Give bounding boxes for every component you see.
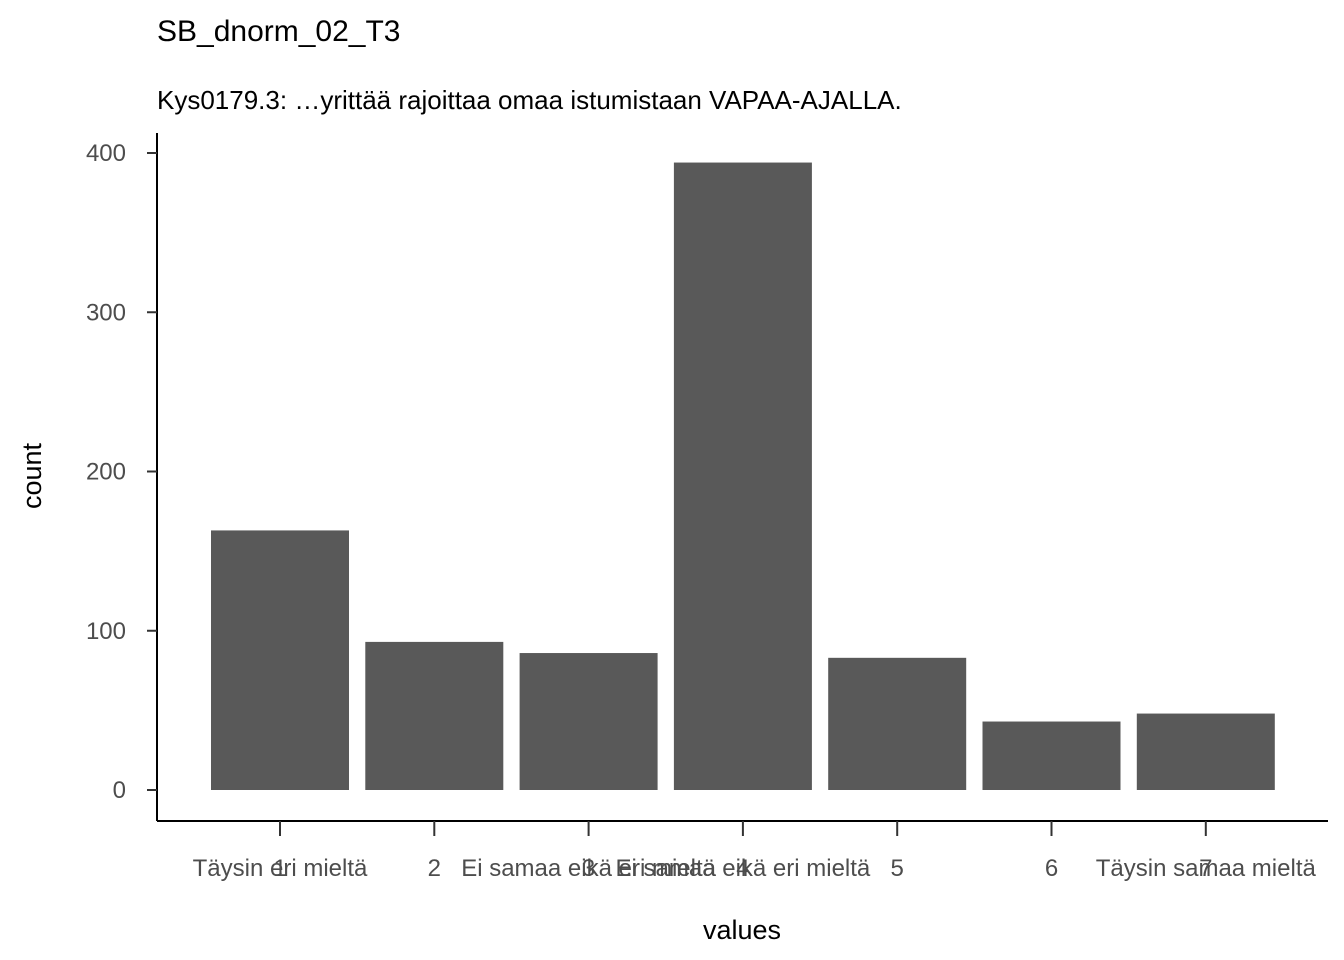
bar-6 (982, 721, 1121, 790)
bars-group (211, 162, 1275, 790)
x-tick-label: Täysin eri mieltä (193, 855, 368, 882)
y-axis-title: count (17, 442, 47, 509)
x-tick-label: Täysin samaa mieltä (1096, 855, 1317, 882)
y-tick-label: 100 (86, 618, 126, 645)
chart-subtitle: Kys0179.3: …yrittää rajoittaa omaa istum… (157, 85, 902, 115)
y-tick-label: 0 (113, 777, 126, 804)
bar-4 (673, 162, 812, 790)
x-tick-label: 2 (428, 855, 441, 882)
x-tick-label: 6 (1045, 855, 1058, 882)
x-tick-label: 5 (891, 855, 904, 882)
y-tick-label: 400 (86, 140, 126, 167)
x-tick-label: 7 (1199, 855, 1212, 882)
x-tick-label: 1 (273, 855, 286, 882)
chart-title: SB_dnorm_02_T3 (157, 15, 401, 48)
x-tick-label: 3 (582, 855, 595, 882)
bar-1 (211, 530, 349, 790)
x-tick-label: 4 (736, 855, 749, 882)
x-tick-label: Ei samaa eikä eri mieltä (616, 855, 871, 882)
y-axis: 0 100 200 300 400 (86, 133, 158, 821)
x-axis-title: values (703, 915, 781, 945)
bar-5 (828, 657, 967, 790)
x-tick-label: Ei samaa eikä eri mieltä (461, 855, 716, 882)
bar-2 (365, 641, 504, 790)
y-tick-label: 200 (86, 459, 126, 486)
bar-3 (519, 653, 658, 790)
bar-7 (1136, 713, 1275, 790)
y-tick-label: 300 (86, 299, 126, 326)
